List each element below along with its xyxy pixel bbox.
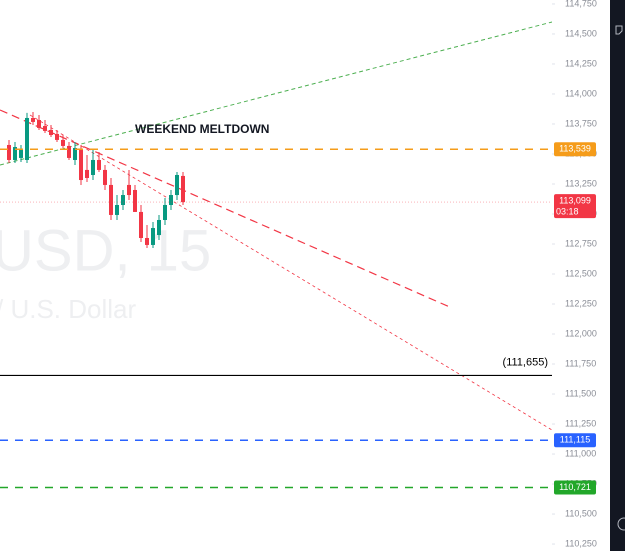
y-tick-label: 112,250: [565, 298, 597, 308]
y-tick-label: 112,750: [565, 238, 597, 248]
trend-line: [0, 21, 553, 166]
candle-body: [19, 150, 23, 158]
candle-body: [13, 147, 17, 160]
candle-body: [49, 129, 53, 136]
y-tick-label: 112,500: [565, 268, 597, 278]
price-axis: [552, 0, 610, 551]
candle-body: [55, 133, 59, 140]
y-tick-label: 112,000: [565, 328, 597, 338]
candle-body: [103, 169, 107, 185]
toolbar-icon[interactable]: [617, 517, 625, 531]
candle-body: [7, 144, 11, 160]
candle-body: [43, 126, 47, 131]
watermark-description: / U.S. Dollar: [0, 294, 136, 324]
candle-body: [175, 174, 179, 196]
candle-body: [139, 211, 143, 238]
candle-body: [79, 150, 83, 181]
candle-body: [31, 117, 35, 122]
y-tick-label: 111,750: [565, 358, 596, 368]
toolbar-strip: [610, 0, 625, 551]
y-tick-label: 111,000: [565, 448, 596, 458]
y-tick-label: 110,250: [565, 538, 597, 548]
price-level-label: 110,721: [559, 482, 591, 492]
last-price-box: [554, 194, 596, 219]
y-tick-label: 110,500: [565, 508, 597, 518]
candle-body: [25, 117, 29, 160]
candle-body: [133, 189, 137, 212]
candle-body: [145, 237, 149, 245]
candle-body: [85, 169, 89, 178]
candle-body: [121, 195, 125, 205]
y-tick-label: 114,500: [565, 28, 597, 38]
price-level-label: (111,655): [503, 356, 548, 368]
candle-body: [115, 204, 119, 215]
candle-body: [127, 184, 131, 196]
y-tick-label: 114,000: [565, 88, 597, 98]
price-level-box: [554, 142, 596, 157]
toolbar-icon[interactable]: [615, 25, 623, 35]
y-tick-label: 114,750: [565, 0, 597, 8]
price-level-box: [554, 480, 596, 495]
candle-body: [37, 120, 41, 128]
candle-body: [157, 219, 161, 235]
candle-body: [97, 159, 101, 170]
price-level-box: [554, 433, 596, 448]
y-tick-label: 113,250: [565, 178, 597, 188]
candle-body: [169, 195, 173, 205]
candle-body: [163, 204, 167, 220]
y-tick-label: 114,250: [565, 58, 597, 68]
price-level-label: 113,539: [559, 144, 591, 154]
annotation: WEEKEND MELTDOWN: [135, 122, 269, 136]
y-tick-label: 111,250: [565, 418, 596, 428]
candle-body: [67, 145, 71, 158]
y-tick-label: 113,750: [565, 118, 597, 128]
watermark-symbol: USD, 15: [0, 218, 211, 283]
candle-body: [73, 147, 77, 160]
candle-body: [109, 184, 113, 215]
y-tick-label: 111,500: [565, 388, 596, 398]
price-level-label: 111,115: [560, 435, 591, 445]
candle-body: [91, 159, 95, 175]
candle-body: [61, 139, 65, 146]
countdown: 03:18: [556, 206, 579, 216]
last-price-label: 113,099: [559, 195, 591, 205]
candle-body: [151, 228, 155, 245]
candle-body: [181, 175, 185, 203]
